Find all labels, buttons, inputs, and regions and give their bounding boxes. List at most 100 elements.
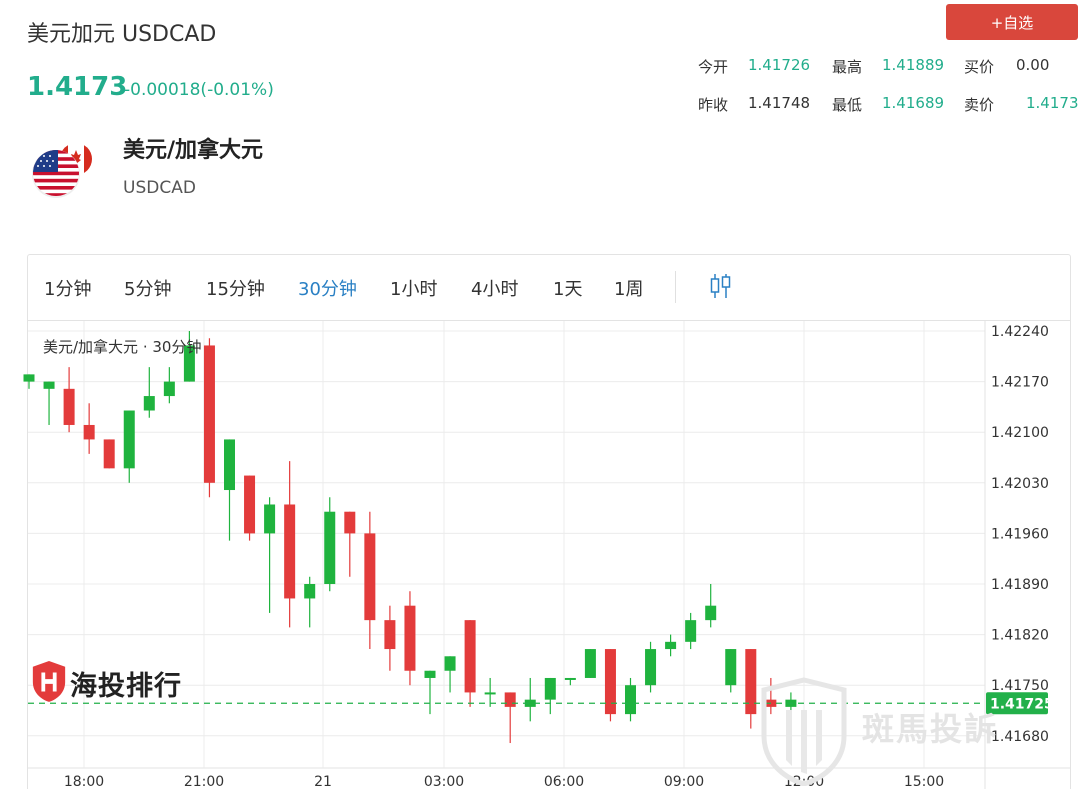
candle xyxy=(444,656,456,693)
candle-body xyxy=(304,584,316,599)
y-tick-label: 1.41890 xyxy=(991,577,1049,593)
candle-body xyxy=(645,649,657,686)
candle-body xyxy=(745,649,757,715)
zebra-shield-icon xyxy=(761,677,847,786)
candle-body xyxy=(123,410,135,469)
candle-body xyxy=(424,670,436,678)
add-watchlist-button[interactable]: +自选 xyxy=(946,4,1078,40)
candle-body xyxy=(344,511,356,534)
candle-body xyxy=(504,692,516,707)
quote-row-1: 今开 1.41726 最高 1.41889 买价 0.00 xyxy=(690,56,1080,94)
candle-series xyxy=(23,331,797,744)
candle-body xyxy=(203,345,215,483)
candle-body xyxy=(23,374,35,382)
candle xyxy=(524,677,536,722)
x-tick-label: 21:00 xyxy=(184,774,224,789)
y-tick-label: 1.42240 xyxy=(991,324,1049,340)
y-tick-label: 1.42030 xyxy=(991,476,1049,492)
candle xyxy=(224,439,235,541)
candle-body xyxy=(103,439,115,469)
y-tick-label: 1.41960 xyxy=(991,526,1049,542)
candle-body xyxy=(584,649,596,678)
zebra-watermark: 斑馬投訴 xyxy=(862,710,999,748)
candle-body xyxy=(524,699,536,707)
candle xyxy=(123,410,135,483)
y-tick-label: 1.42170 xyxy=(991,375,1049,391)
tab-1min[interactable]: 1分钟 xyxy=(44,279,92,300)
candle-body xyxy=(564,677,576,680)
candle-body xyxy=(444,656,456,671)
candle xyxy=(384,605,396,671)
candle-body xyxy=(384,620,396,650)
candle-body xyxy=(63,388,75,425)
candle-body xyxy=(625,685,636,715)
candle-body xyxy=(484,692,496,695)
candle xyxy=(745,649,757,729)
last-price: 1.4173 xyxy=(27,72,128,102)
open-value: 1.41726 xyxy=(748,56,811,74)
us-ca-flag-icon xyxy=(32,143,92,198)
candle-body xyxy=(364,533,376,621)
candle-body xyxy=(284,504,296,599)
prev-close-label: 昨收 xyxy=(698,96,729,114)
quote-summary: 今开 1.41726 最高 1.41889 买价 0.00 昨收 1.41748… xyxy=(690,56,1080,132)
high-value: 1.41889 xyxy=(882,56,945,74)
candle xyxy=(103,439,115,469)
candle-body xyxy=(544,677,556,700)
candle xyxy=(203,338,215,498)
candle xyxy=(625,677,636,722)
open-label: 今开 xyxy=(698,58,729,76)
ask-value: 1.4173 xyxy=(1026,94,1079,112)
candle-body xyxy=(604,649,616,715)
instrument-code: USDCAD xyxy=(123,178,196,198)
candle-body xyxy=(143,396,155,411)
candle-body xyxy=(404,605,416,671)
tab-1week[interactable]: 1周 xyxy=(614,279,644,300)
high-label: 最高 xyxy=(832,58,863,76)
candle xyxy=(324,497,336,592)
candle xyxy=(464,620,476,707)
candle xyxy=(504,692,516,744)
x-tick-label: 18:00 xyxy=(64,774,104,789)
candle xyxy=(163,367,175,404)
candle-body xyxy=(83,424,95,440)
candle xyxy=(83,403,95,454)
candle xyxy=(364,511,376,650)
x-tick-label: 03:00 xyxy=(424,774,464,789)
candle-body xyxy=(43,381,55,389)
candle xyxy=(484,677,496,707)
candle xyxy=(604,649,616,722)
low-value: 1.41689 xyxy=(882,94,945,112)
y-tick-label: 1.41750 xyxy=(991,678,1049,694)
candle xyxy=(645,641,657,693)
tab-4hour[interactable]: 4小时 xyxy=(471,279,519,300)
candle xyxy=(304,576,316,628)
timeframe-toolbar: 1分钟 5分钟 15分钟 30分钟 1小时 4小时 1天 1周 xyxy=(28,255,1070,321)
toolbar-divider xyxy=(675,271,676,303)
shield-logo-icon xyxy=(32,661,66,702)
candle xyxy=(183,331,195,382)
current-price-tag xyxy=(986,692,1048,715)
candle xyxy=(584,649,596,678)
candle-body xyxy=(264,504,276,534)
x-tick-label: 15:00 xyxy=(904,774,944,789)
candlestick-icon[interactable] xyxy=(710,273,732,299)
candle xyxy=(344,511,356,577)
prev-close-value: 1.41748 xyxy=(748,94,811,112)
tab-1hour[interactable]: 1小时 xyxy=(390,279,438,300)
tab-1day[interactable]: 1天 xyxy=(553,279,583,300)
bid-value: 0.00 xyxy=(1016,56,1050,74)
candle-body xyxy=(665,641,677,650)
candle xyxy=(665,634,677,657)
tab-30min[interactable]: 30分钟 xyxy=(298,279,357,300)
y-tick-label: 1.41680 xyxy=(991,729,1049,745)
candle xyxy=(143,367,155,418)
candle xyxy=(424,670,436,715)
candle-body xyxy=(324,511,336,584)
candle xyxy=(404,591,416,686)
tab-15min[interactable]: 15分钟 xyxy=(206,279,265,300)
tab-5min[interactable]: 5分钟 xyxy=(124,279,172,300)
bid-label: 买价 xyxy=(964,58,995,76)
